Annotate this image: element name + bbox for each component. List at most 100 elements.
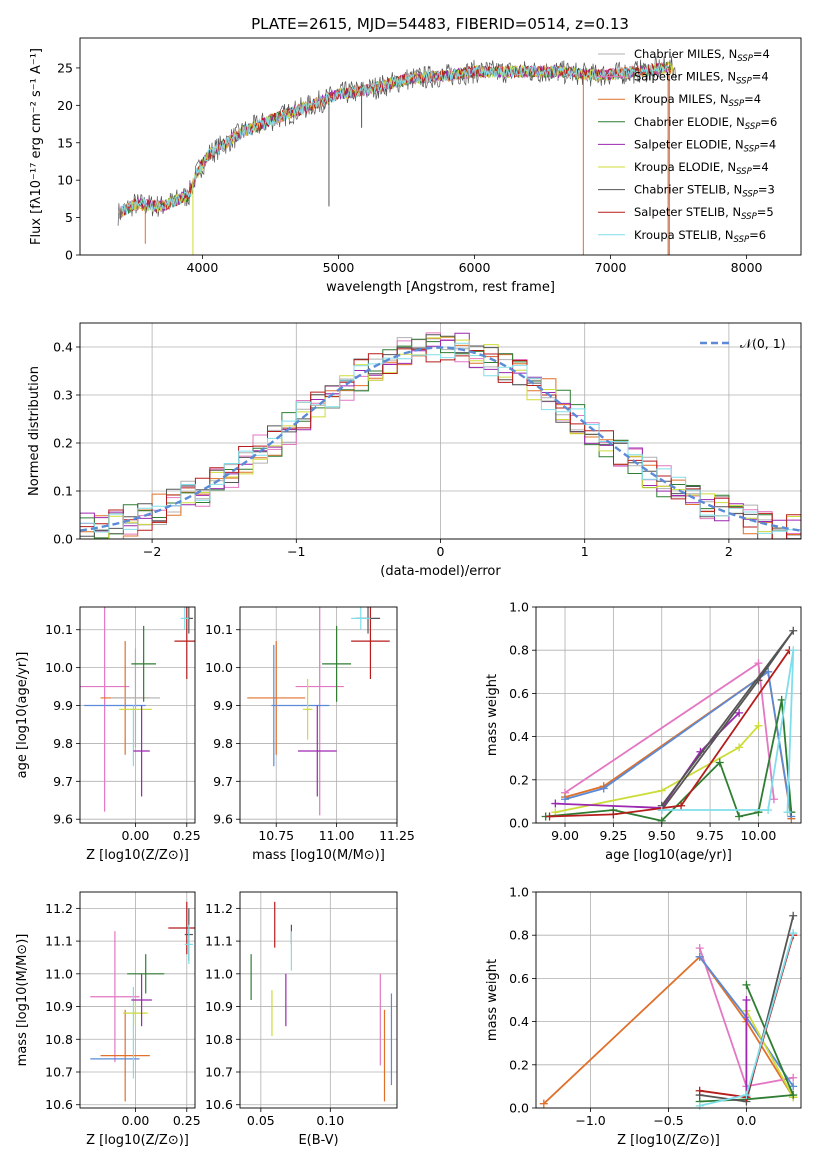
plus-marker xyxy=(551,799,560,808)
plus-marker xyxy=(769,795,778,804)
residuals-axes: −2 −1 0 1 2 0.0 0.1 0.2 0.3 0.4 (data-model)/error… xyxy=(27,323,802,579)
x-axis-label: mass [log10(M/M⊙)] xyxy=(252,848,385,863)
x-axis-label: Z [log10(Z/Z⊙)] xyxy=(86,1133,189,1148)
legend-label: Salpeter ELODIE, NSSP=4 xyxy=(634,137,776,154)
data-point xyxy=(127,954,165,994)
plus-marker xyxy=(789,626,798,635)
y-tick-label: 10.9 xyxy=(205,999,233,1014)
weight-series-chabrier_elodie xyxy=(541,695,796,825)
y-axis-label: Normed distribution xyxy=(27,366,42,496)
x-axis-label: (data-model)/error xyxy=(380,564,501,579)
plus-marker xyxy=(695,944,704,953)
x-tick-label: 10.00 xyxy=(741,828,777,843)
plus-marker xyxy=(754,676,763,685)
weight-series-kroupa_stelib xyxy=(657,646,798,817)
y-tick-label: 11.2 xyxy=(205,901,233,916)
legend-label: 𝒩(0, 1) xyxy=(740,336,786,351)
plus-marker xyxy=(754,721,763,730)
y-tick-label: 0.4 xyxy=(509,1014,529,1029)
weight-line xyxy=(549,649,791,818)
plus-marker xyxy=(789,1082,798,1091)
legend-label: Kroupa ELODIE, NSSP=4 xyxy=(634,160,769,177)
y-tick-label: 1.0 xyxy=(509,885,529,900)
axes-frame xyxy=(79,322,802,540)
age_vs_mass-points xyxy=(247,607,390,816)
x-tick-label: 0.0 xyxy=(736,1113,756,1128)
y-axis-label: mass weight xyxy=(485,674,500,756)
data-point xyxy=(131,973,152,1027)
x-axis-label: Z [log10(Z/Z⊙)] xyxy=(86,848,189,863)
y-tick-label: 10.9 xyxy=(45,999,73,1014)
histogram-step xyxy=(80,342,801,539)
plus-marker xyxy=(677,801,686,810)
data-point xyxy=(351,607,371,630)
y-tick-label: 9.7 xyxy=(53,774,73,789)
y-tick-label: 9.8 xyxy=(213,736,233,751)
y-tick-label: 10.8 xyxy=(45,1032,73,1047)
x-tick-label: 0 xyxy=(437,544,445,559)
x-tick-label: 0.00 xyxy=(122,828,150,843)
histogram-kroupa_stelib xyxy=(80,342,801,539)
spectrum-axes: 4000 5000 6000 7000 8000 0 5 10 15 20 25 wavelength… xyxy=(29,47,777,295)
y-tick-label: 9.7 xyxy=(213,774,233,789)
weight-line xyxy=(661,650,795,813)
plus-marker xyxy=(789,1091,798,1100)
y-tick-label: 10.6 xyxy=(45,1097,73,1112)
plus-marker xyxy=(657,816,666,825)
data-point xyxy=(90,931,140,1063)
axes-frame xyxy=(239,891,398,1109)
legend-label: Chabrier STELIB, NSSP=3 xyxy=(634,183,775,200)
y-tick-label: 0.8 xyxy=(509,643,529,658)
y-tick-label: 9.9 xyxy=(53,698,73,713)
plus-marker xyxy=(789,911,798,920)
x-tick-label: 7000 xyxy=(595,260,627,275)
mass_vs_Z-axes: 0.00 0.25 10.6 10.7 10.8 10.9 11.0 11.1 11.2 Z [l… xyxy=(15,892,201,1148)
y-tick-label: 25 xyxy=(57,60,73,75)
x-tick-label: 9.25 xyxy=(599,828,627,843)
mass_vs_ebv-axes: 0.05 0.10 10.6 10.7 10.8 10.9 11.0 11.1 11.2 E(B-… xyxy=(205,892,397,1148)
axes-frame xyxy=(79,606,196,824)
axes-frame xyxy=(79,37,802,256)
y-axis-label: mass weight xyxy=(485,959,500,1041)
y-tick-label: 0 xyxy=(65,248,73,263)
plus-marker xyxy=(657,806,666,815)
y-tick-label: 10.0 xyxy=(45,660,73,675)
weight_vs_age-series xyxy=(541,626,798,825)
y-tick-label: 1.0 xyxy=(509,600,529,615)
plus-marker xyxy=(735,743,744,752)
x-tick-label: 9.75 xyxy=(696,828,724,843)
y-axis-label: age [log10(age/yr)] xyxy=(15,652,30,779)
y-tick-label: 0.2 xyxy=(509,1057,529,1072)
weight-line xyxy=(564,670,793,817)
gaussian-curve xyxy=(79,346,802,532)
y-tick-label: 9.6 xyxy=(53,812,73,827)
weight-series-salpeter_miles xyxy=(561,659,778,804)
figure-title: PLATE=2615, MJD=54483, FIBERID=0514, z=0… xyxy=(251,15,629,33)
axes-frame xyxy=(79,891,196,1109)
weight-line xyxy=(660,630,795,811)
y-tick-label: 9.8 xyxy=(53,736,73,751)
plus-marker xyxy=(539,1099,548,1108)
data-point xyxy=(131,625,156,702)
plus-marker xyxy=(764,806,773,815)
mass_vs_ebv-points xyxy=(250,901,393,1102)
y-tick-label: 11.1 xyxy=(205,934,233,949)
weight-line xyxy=(564,661,775,800)
x-tick-label: −1 xyxy=(287,544,305,559)
y-tick-label: 10.7 xyxy=(45,1065,73,1080)
y-tick-label: 9.9 xyxy=(213,698,233,713)
spectrum-series-salpeter_stelib xyxy=(121,62,671,216)
y-tick-label: 20 xyxy=(57,98,73,113)
y-tick-label: 11.1 xyxy=(45,934,73,949)
y-tick-label: 10.0 xyxy=(205,660,233,675)
y-tick-label: 10.1 xyxy=(45,622,73,637)
plus-marker xyxy=(695,952,704,961)
x-tick-label: 0.05 xyxy=(247,1113,275,1128)
x-tick-label: 11.25 xyxy=(379,828,415,843)
y-tick-label: 11.2 xyxy=(45,901,73,916)
y-tick-label: 0.8 xyxy=(509,928,529,943)
plus-marker xyxy=(735,708,744,717)
x-tick-label: 0.10 xyxy=(316,1113,344,1128)
legend-label: Chabrier MILES, NSSP=4 xyxy=(634,47,770,64)
data-point xyxy=(123,1000,148,1027)
